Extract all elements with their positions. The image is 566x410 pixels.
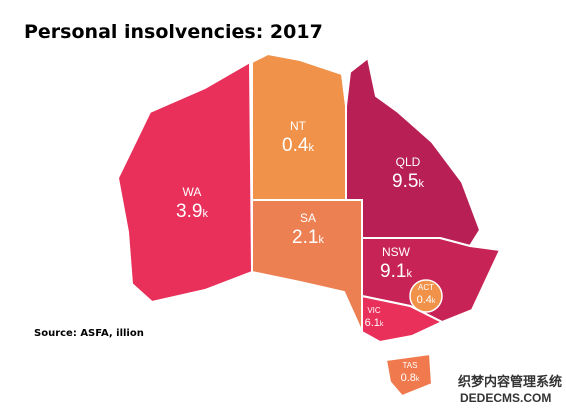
region-value: 9.1k [380,261,412,282]
region-value: 3.9k [176,201,208,222]
region-shape [384,352,434,398]
region-value-number: 0.4 [282,135,309,156]
region-name: ACT [418,283,434,292]
region-value-unit: k [432,298,436,305]
region-value-unit: k [406,268,412,280]
region-value-number: 2.1 [292,227,318,248]
region-value-unit: k [202,208,208,220]
watermark: 织梦内容管理系统 [458,374,562,389]
region-value-unit: k [416,376,420,383]
region-value-number: 9.5 [392,171,418,192]
source: Source: ASFA, illion [34,328,144,339]
region-value-unit: k [308,142,314,154]
region-shape [345,56,482,248]
region-name: QLD [396,155,421,169]
region-value-unit: k [418,178,424,190]
region-value: 0.4k [282,135,314,156]
region-value: 0.4k [417,294,436,306]
region-value-number: 3.9 [176,201,202,222]
watermark-url: DEDECMS.COM [460,391,551,405]
region-value: 9.5k [392,171,424,192]
region-value-number: 9.1 [380,261,406,282]
region-name: NT [290,119,307,133]
region-name: VIC [367,306,381,315]
region-shape [409,279,443,313]
region-value: 6.1k [365,317,384,329]
region-value-unit: k [318,234,324,246]
region-shape [361,294,445,344]
region-value-number: 0.8 [401,372,416,384]
region-shape [116,60,254,304]
region-name: TAS [403,361,418,370]
region-value-unit: k [380,321,384,328]
region-value-number: 0.4 [417,294,432,306]
region-value: 0.8k [401,372,420,384]
title: Personal insolvencies: 2017 [24,21,323,43]
region-name: WA [183,185,202,199]
region-name: SA [300,211,316,225]
region-value: 2.1k [292,227,324,248]
region-name: NSW [382,245,411,259]
region-value-number: 6.1 [365,317,380,329]
